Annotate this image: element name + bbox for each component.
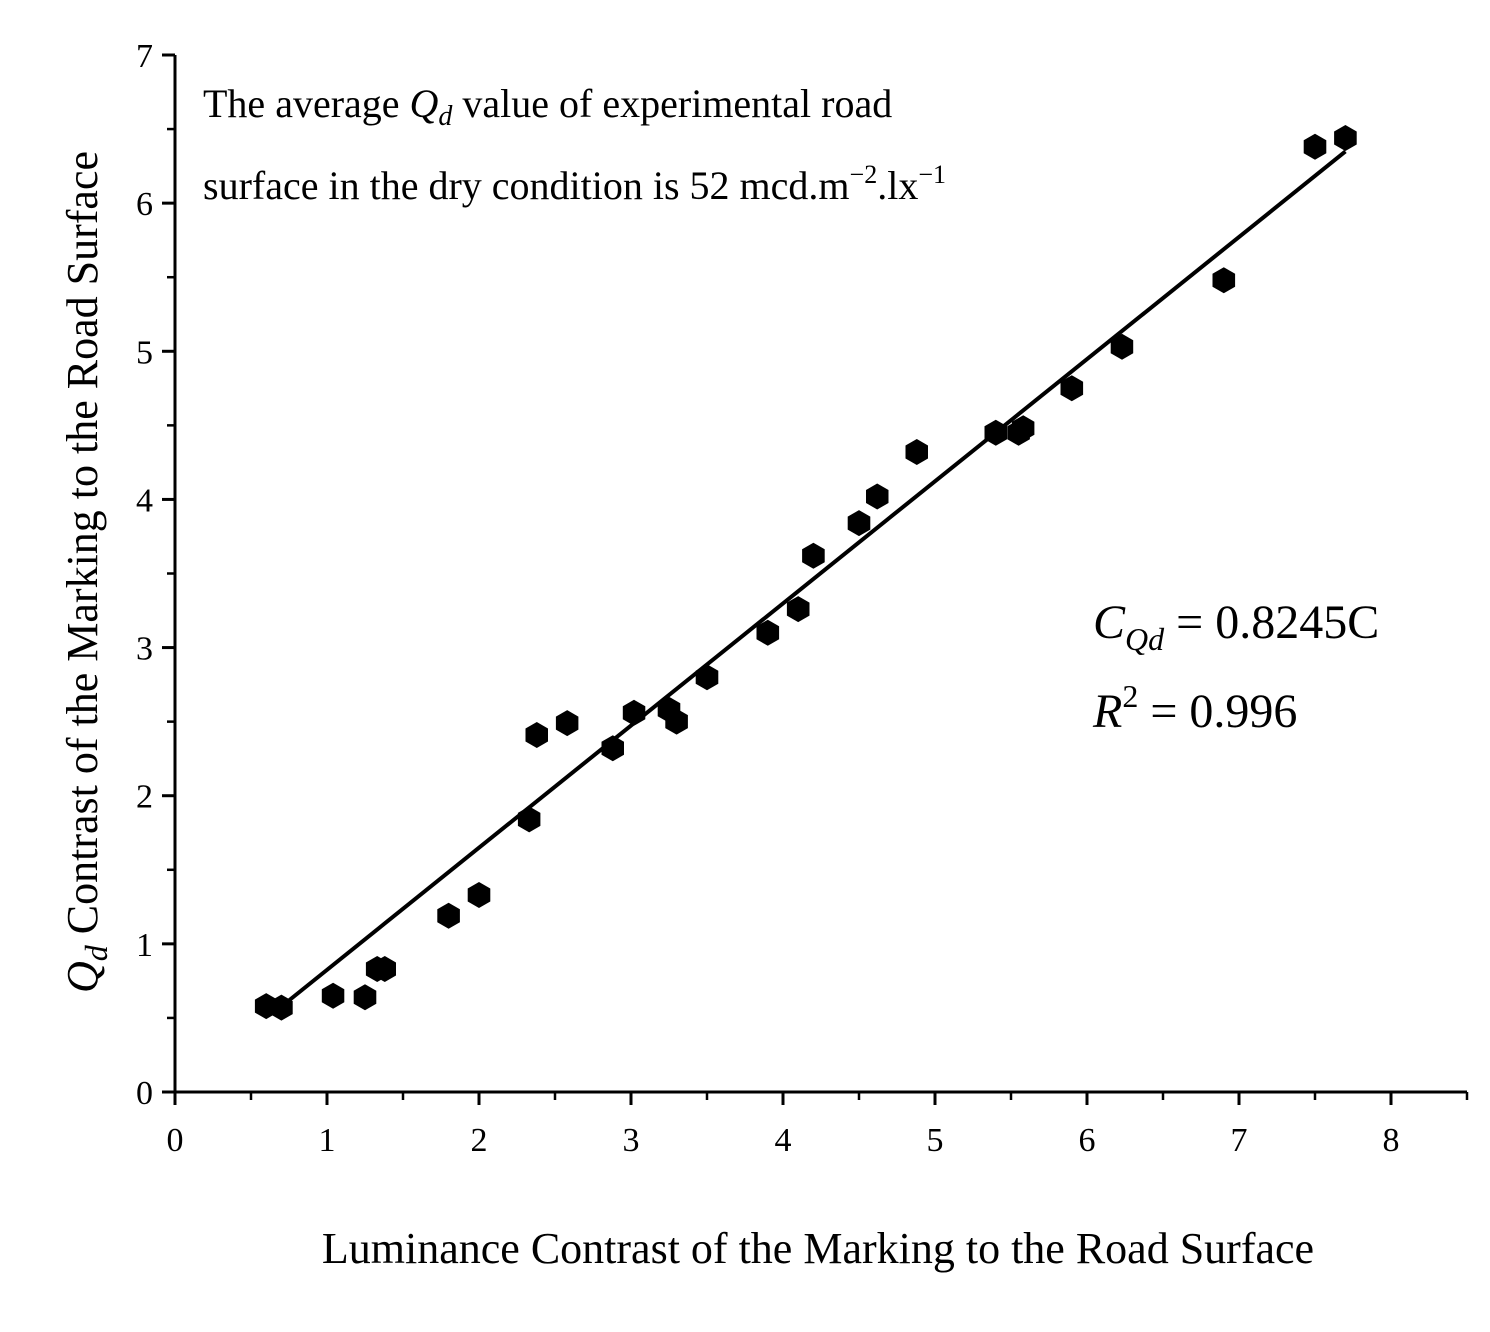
r-squared: R2 = 0.996 xyxy=(1092,678,1297,738)
data-point xyxy=(270,994,293,1021)
data-point xyxy=(756,619,780,646)
data-point xyxy=(695,664,719,691)
y-tick-label: 4 xyxy=(136,482,153,519)
data-point xyxy=(802,542,825,569)
data-point xyxy=(353,984,377,1011)
data-point xyxy=(847,510,871,537)
y-tick-label: 1 xyxy=(136,927,153,964)
data-point xyxy=(1303,133,1327,160)
data-point xyxy=(665,708,688,735)
data-points xyxy=(254,125,1357,1021)
data-point xyxy=(517,806,541,833)
y-tick-label: 6 xyxy=(136,186,153,223)
x-tick-label: 8 xyxy=(1383,1122,1400,1159)
ticks-layer: 0 1 2 3 4 5 6 7 8 0 1 2 3 4 5 6 7 xyxy=(136,38,1469,1159)
regression-equation: CQd = 0.8245C xyxy=(1093,596,1379,657)
data-point xyxy=(1110,333,1134,360)
annotation-line-1: The average Qd value of experimental roa… xyxy=(203,81,892,132)
data-point xyxy=(866,483,889,510)
data-point xyxy=(1011,415,1035,442)
y-tick-label: 0 xyxy=(136,1075,153,1112)
y-tick-label: 2 xyxy=(136,779,153,816)
regression-line xyxy=(280,149,1347,1009)
x-tick-label: 0 xyxy=(167,1122,184,1159)
y-tick-label: 3 xyxy=(136,631,153,668)
x-tick-label: 1 xyxy=(319,1122,336,1159)
data-point xyxy=(601,735,624,762)
y-tick-label: 5 xyxy=(136,334,153,371)
x-tick-label: 7 xyxy=(1231,1122,1248,1159)
data-point xyxy=(622,699,646,726)
y-tick-label: 7 xyxy=(136,38,153,75)
data-point xyxy=(437,902,460,929)
data-point xyxy=(905,439,928,465)
data-point xyxy=(555,710,579,737)
data-point xyxy=(1060,375,1084,402)
x-tick-label: 3 xyxy=(623,1122,640,1159)
data-point xyxy=(1334,125,1357,151)
x-axis-title: Luminance Contrast of the Marking to the… xyxy=(322,1224,1314,1273)
annotation-line-2: surface in the dry condition is 52 mcd.m… xyxy=(203,160,946,208)
y-axis-title: Qd Contrast of the Marking to the Road S… xyxy=(58,151,114,993)
data-point xyxy=(467,882,491,908)
data-point xyxy=(373,956,396,982)
x-tick-label: 5 xyxy=(927,1122,944,1159)
x-tick-label: 2 xyxy=(471,1122,488,1159)
x-tick-label: 6 xyxy=(1079,1122,1096,1159)
data-point xyxy=(1212,267,1236,294)
x-tick-label: 4 xyxy=(775,1122,792,1159)
data-point xyxy=(786,596,810,623)
data-point xyxy=(525,722,548,748)
data-point xyxy=(321,982,345,1009)
data-point xyxy=(984,419,1008,446)
